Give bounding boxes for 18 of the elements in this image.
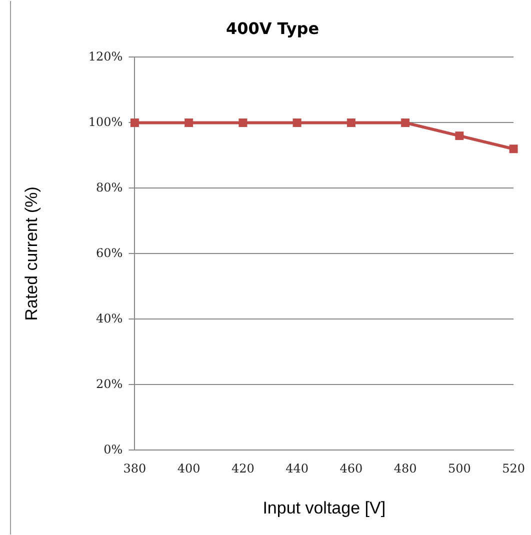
chart-title: 400V Type xyxy=(226,18,320,38)
x-tick-label: 440 xyxy=(286,462,309,476)
x-axis-title: Input voltage [V] xyxy=(262,498,386,518)
y-tick-label: 40% xyxy=(96,311,123,326)
y-tick-label: 120% xyxy=(88,49,123,64)
x-tick-label: 400 xyxy=(177,462,200,476)
y-tick-label: 80% xyxy=(96,180,123,194)
x-tick-label: 420 xyxy=(231,462,254,476)
y-axis-title: Rated current (%) xyxy=(22,186,41,321)
y-tick-label: 100% xyxy=(88,114,123,129)
x-tick-label: 480 xyxy=(394,462,417,476)
x-tick-label: 380 xyxy=(123,462,146,476)
x-tick-label: 500 xyxy=(448,462,471,476)
y-tick-label: 0% xyxy=(104,442,123,456)
y-tick-label: 20% xyxy=(96,376,123,391)
y-tick-label: 60% xyxy=(96,246,123,260)
x-tick-label: 460 xyxy=(340,462,363,476)
x-tick-label: 520 xyxy=(502,462,525,476)
